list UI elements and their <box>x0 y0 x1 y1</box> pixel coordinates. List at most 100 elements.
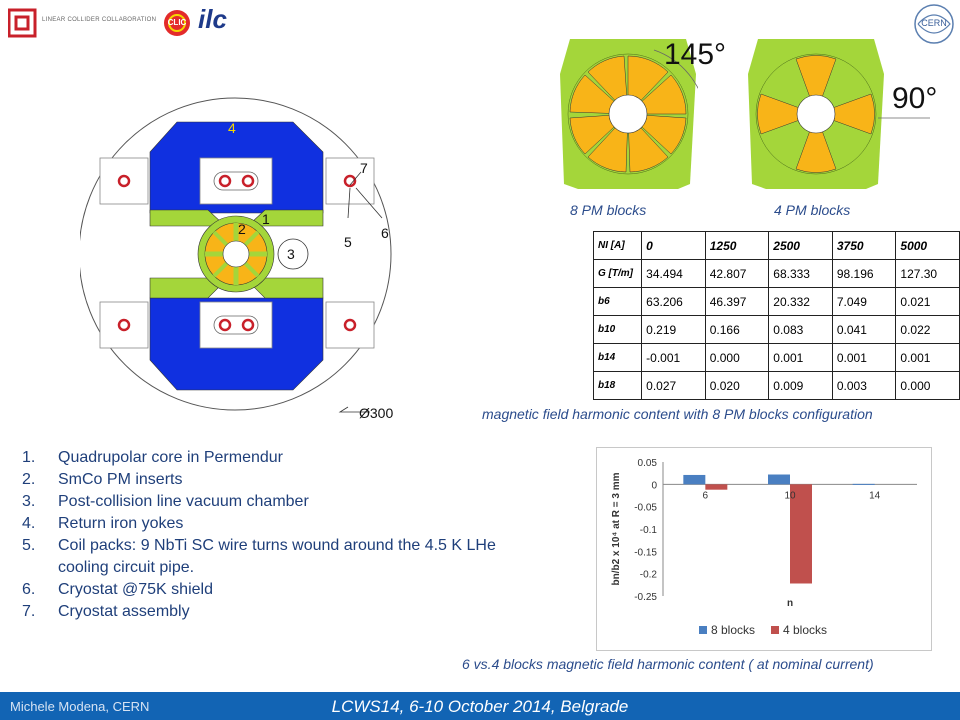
table-cell: 0.001 <box>895 343 960 372</box>
component-list: 1. Quadrupolar core in Permendur 2. SmCo PM… <box>22 447 522 623</box>
table-cell: 0.000 <box>704 343 770 372</box>
chart-legend-swatch <box>699 626 707 634</box>
chart-y-tick-label: -0.2 <box>640 570 658 581</box>
table-row: b10 0.219 0.166 0.083 0.041 0.022 <box>592 315 960 344</box>
table-cell: 98.196 <box>831 259 897 288</box>
table-row: G [T/m] 34.494 42.807 68.333 98.196 127.30 <box>592 259 960 288</box>
chart-y-tick-label: -0.1 <box>640 525 658 536</box>
diameter-label: Ø300 <box>359 405 394 421</box>
table-header-cell: 3750 <box>831 231 897 260</box>
lcc-logo-icon <box>7 8 37 38</box>
clic-logo-text: CLIC <box>167 18 187 27</box>
label-1: 1 <box>262 211 270 227</box>
legend-item-text: Return iron yokes <box>58 515 184 532</box>
footer-title: LCWS14, 6-10 October 2014, Belgrade <box>331 697 629 716</box>
lcc-logo-text: LINEAR COLLIDER COLLABORATION <box>42 17 157 23</box>
angle-90: 90° <box>892 82 938 115</box>
cern-logo: CERN <box>912 2 956 46</box>
label-6: 6 <box>381 225 389 241</box>
legend-item-number: 5. <box>22 537 36 554</box>
table-cell: 0.166 <box>704 315 770 344</box>
table-cell: 42.807 <box>704 259 770 288</box>
legend-item-number: 6. <box>22 581 36 598</box>
table-header-row: NI [A] 0 1250 2500 3750 5000 <box>592 231 960 260</box>
table-cell: 0.001 <box>768 343 833 372</box>
legend-item-text: Quadrupolar core in Permendur <box>58 449 284 466</box>
harmonic-bar-chart: 0.05 0 -0.05 -0.1 -0.15 -0.2 -0.25 6 10 14 n bn/b2 … <box>596 447 932 651</box>
footer-author: Michele Modena, CERN <box>10 699 150 714</box>
magnet-8-blocks <box>558 34 707 194</box>
legend-item: 3. Post-collision line vacuum chamber <box>22 491 522 513</box>
chart-legend-label: 4 blocks <box>783 623 827 637</box>
table-row: b6 63.206 46.397 20.332 7.049 0.021 <box>592 287 960 316</box>
chart-y-axis-label: bn/b2 x 10⁴ at R = 3 mm <box>611 472 622 585</box>
chart-y-tick-label: -0.15 <box>634 547 657 558</box>
table-cell: 63.206 <box>641 287 706 316</box>
table-cell: 68.333 <box>768 259 833 288</box>
legend-item: 7. Cryostat assembly <box>22 601 522 623</box>
table-cell: 0.219 <box>641 315 706 344</box>
table-cell: 0.083 <box>768 315 833 344</box>
table-row-header: b6 <box>592 287 643 316</box>
magnet-8-blocks-drawing <box>560 39 707 189</box>
table-cell: 127.30 <box>895 259 960 288</box>
table-row-header: b18 <box>592 371 643 400</box>
chart-bar <box>852 483 875 485</box>
table-cell: 0.021 <box>895 287 960 316</box>
table-cell: 0.001 <box>831 343 897 372</box>
legend-item: 6. Cryostat @75K shield <box>22 579 522 601</box>
caption-4-blocks: 4 PM blocks <box>774 202 851 218</box>
component-legend: 1. Quadrupolar core in Permendur 2. SmCo PM… <box>22 447 522 623</box>
label-5: 5 <box>344 234 352 250</box>
table-row: b14 -0.001 0.000 0.001 0.001 0.001 <box>592 343 960 372</box>
lcc-logo <box>7 8 38 38</box>
legend-item-number: 1. <box>22 449 36 466</box>
chart-legend-label: 8 blocks <box>711 623 755 637</box>
magnet-4-blocks-drawing <box>748 39 884 189</box>
legend-item: 1. Quadrupolar core in Permendur <box>22 447 522 469</box>
table-row-header: G [T/m] <box>592 259 643 288</box>
chart-caption: 6 vs.4 blocks magnetic field harmonic co… <box>462 656 874 672</box>
table-cell: 0.009 <box>768 371 833 400</box>
angle-90-bracket <box>878 80 938 120</box>
harmonic-table: NI [A] 0 1250 2500 3750 5000 G [T/m] 34.494 42.8… <box>592 231 960 400</box>
label-3: 3 <box>287 246 295 262</box>
legend-item-text: SmCo PM inserts <box>58 471 183 488</box>
table-cell: 0.003 <box>831 371 897 400</box>
table-header-cell: 0 <box>641 231 706 260</box>
chart-y-tick-label: 0.05 <box>638 458 658 469</box>
cross-section-drawing <box>78 97 392 413</box>
angle-90-bracket-line <box>878 117 930 119</box>
table-cell: -0.001 <box>641 343 706 372</box>
legend-item: 2. SmCo PM inserts <box>22 469 522 491</box>
ilc-logo: ilc <box>198 4 227 34</box>
footer-bar <box>0 692 960 720</box>
table-row-header: b14 <box>592 343 643 372</box>
harmonic-chart-svg: 0.05 0 -0.05 -0.1 -0.15 -0.2 -0.25 6 10 14 n bn/b2 … <box>611 458 917 637</box>
legend-item-number: 3. <box>22 493 36 510</box>
label-4: 4 <box>228 120 236 136</box>
caption-8-blocks: 8 PM blocks <box>570 202 647 218</box>
table-cell: 0.020 <box>704 371 770 400</box>
chart-bar <box>683 474 706 485</box>
label-2: 2 <box>238 221 246 237</box>
table-row: b18 0.027 0.020 0.009 0.003 0.000 <box>592 371 960 400</box>
chart-y-tick-label: -0.25 <box>634 592 657 603</box>
table-cell: 34.494 <box>641 259 706 288</box>
table-caption: magnetic field harmonic content with 8 P… <box>482 406 873 422</box>
table-cell: 0.022 <box>895 315 960 344</box>
legend-item-text: Post-collision line vacuum chamber <box>58 493 309 510</box>
cern-logo-text: CERN <box>921 18 947 28</box>
clic-logo-icon <box>164 10 190 36</box>
chart-x-axis-label: n <box>787 598 793 609</box>
table-cell: 0.000 <box>895 371 960 400</box>
table-cell: 20.332 <box>768 287 833 316</box>
legend-item-text: Cryostat assembly <box>58 603 190 620</box>
chart-bar <box>768 474 790 485</box>
chart-bar <box>790 484 812 584</box>
angle-145: 145° <box>664 38 727 71</box>
chart-y-tick-label: 0 <box>651 480 657 491</box>
legend-item-number: 7. <box>22 603 36 620</box>
legend-item: 5. Coil packs: 9 NbTi SC wire turns wound… <box>22 535 522 579</box>
chart-y-tick-label: -0.05 <box>634 503 657 514</box>
